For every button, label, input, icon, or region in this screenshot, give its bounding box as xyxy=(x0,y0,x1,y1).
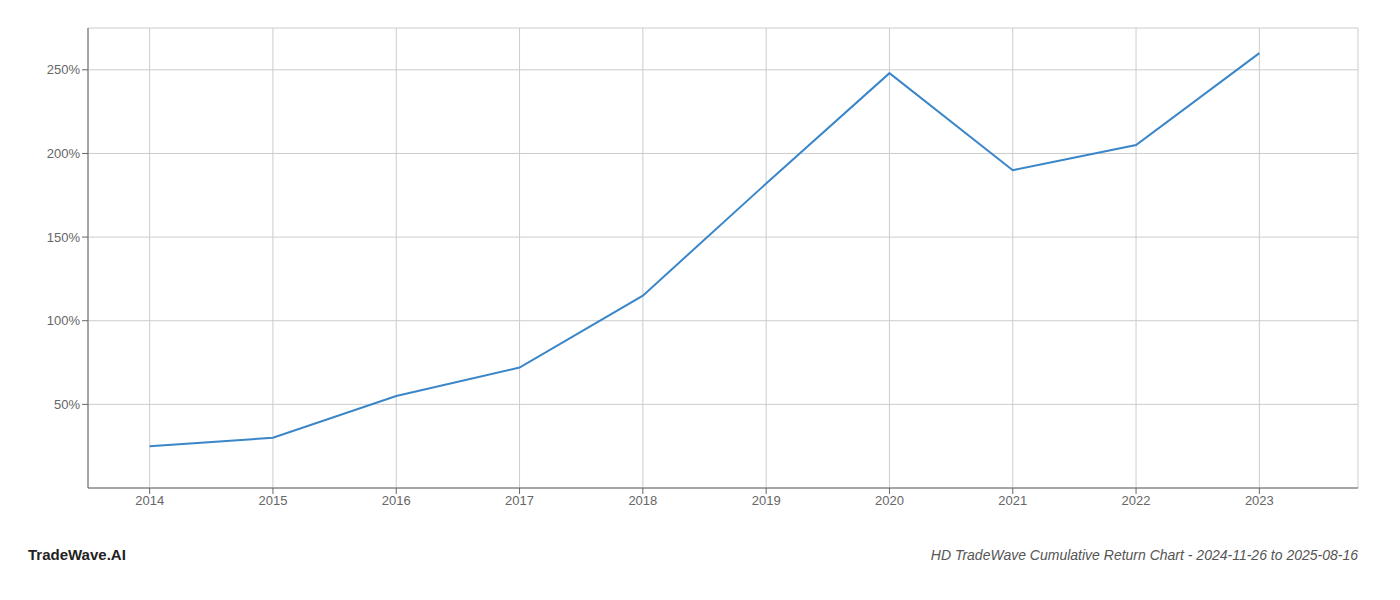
svg-text:2015: 2015 xyxy=(258,493,287,508)
svg-text:2020: 2020 xyxy=(875,493,904,508)
svg-text:2014: 2014 xyxy=(135,493,164,508)
svg-text:2023: 2023 xyxy=(1245,493,1274,508)
html-text:TradeWave.AI: TradeWave.AI xyxy=(28,546,126,563)
svg-text:150%: 150% xyxy=(47,230,81,245)
svg-text:100%: 100% xyxy=(47,313,81,328)
svg-text:2019: 2019 xyxy=(752,493,781,508)
html-text:HD TradeWave Cumulative Return: HD TradeWave Cumulative Return Chart - 2… xyxy=(930,547,1358,563)
svg-text:2022: 2022 xyxy=(1122,493,1151,508)
svg-text:250%: 250% xyxy=(47,62,81,77)
svg-text:2016: 2016 xyxy=(382,493,411,508)
svg-text:2021: 2021 xyxy=(998,493,1027,508)
svg-text:200%: 200% xyxy=(47,146,81,161)
svg-text:50%: 50% xyxy=(54,397,80,412)
svg-text:2017: 2017 xyxy=(505,493,534,508)
svg-text:2018: 2018 xyxy=(628,493,657,508)
